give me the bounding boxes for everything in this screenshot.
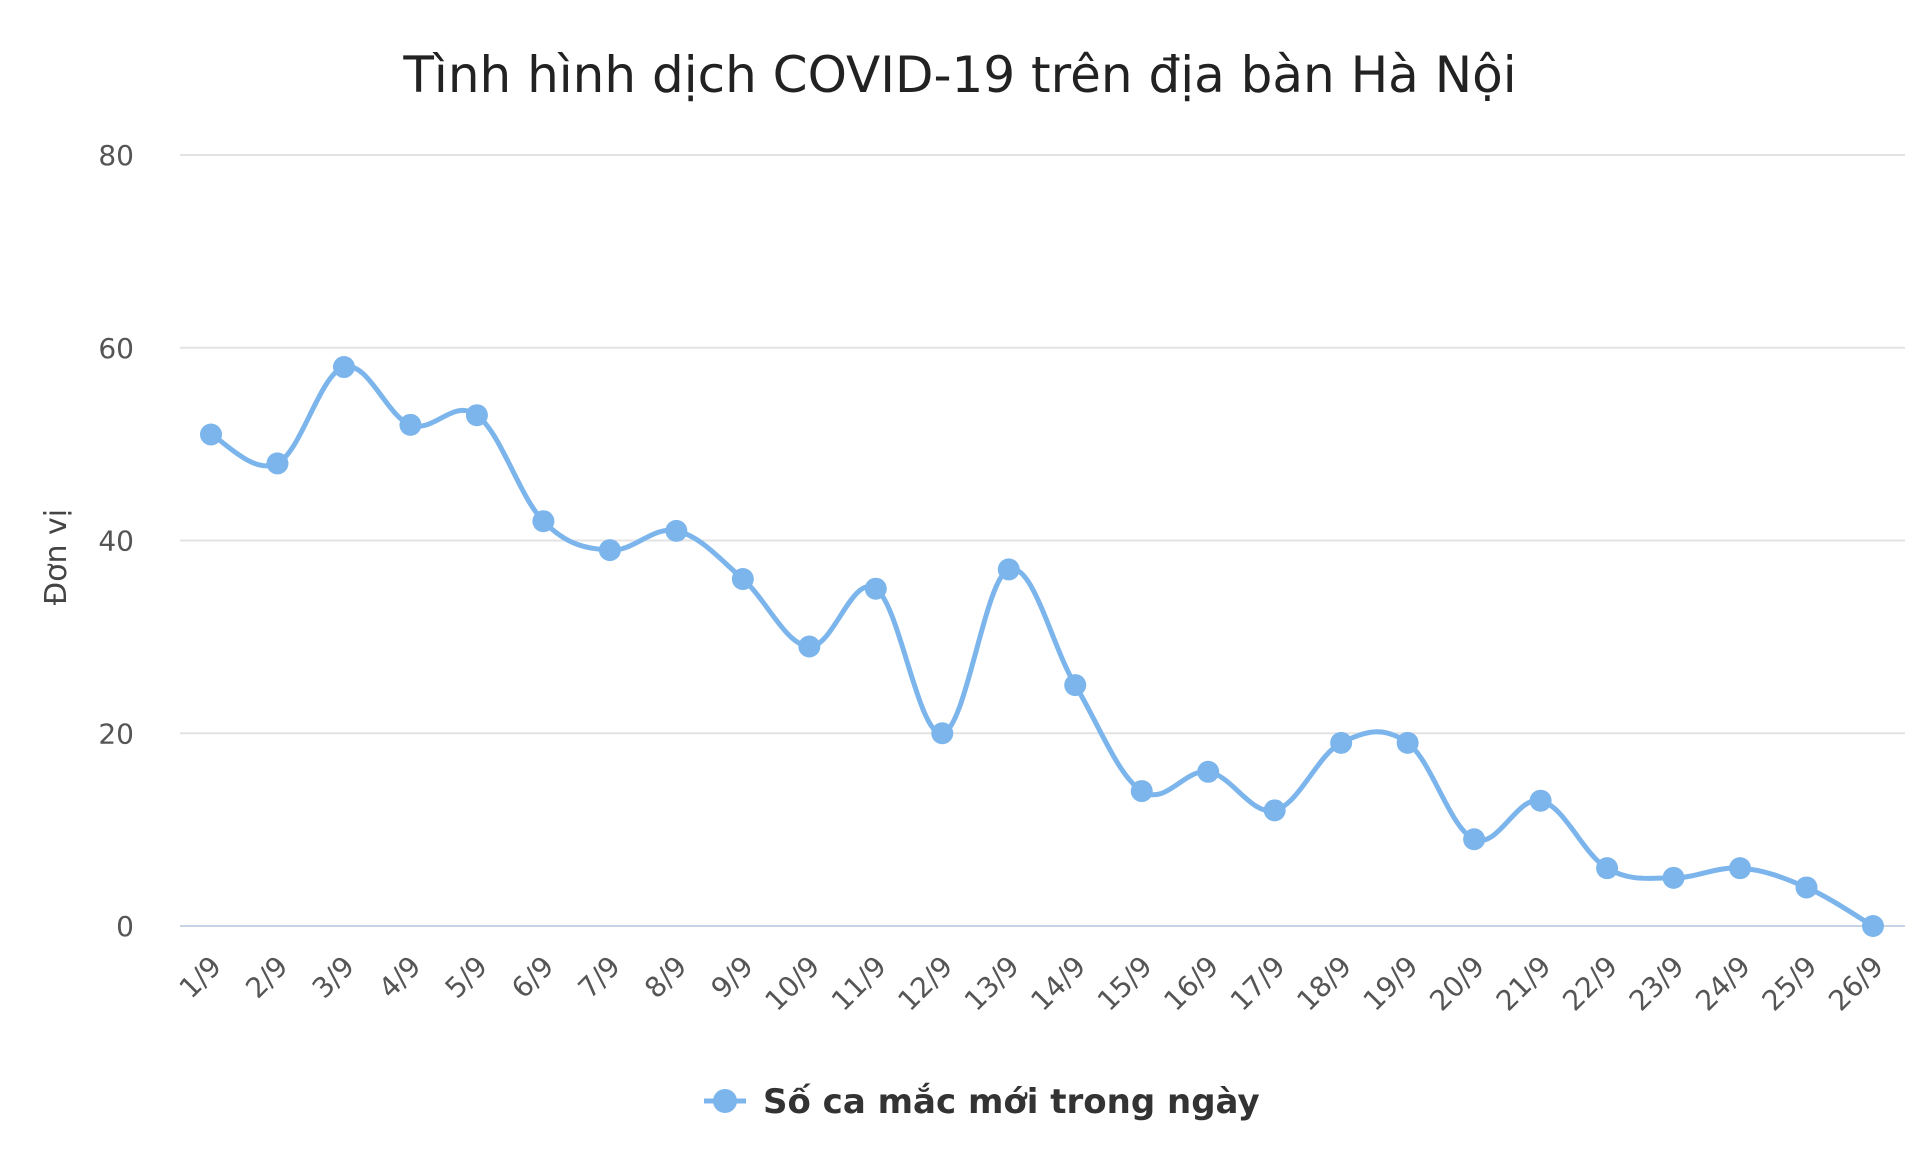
data-point-25-9[interactable] <box>1795 876 1818 899</box>
data-point-14-9[interactable] <box>1064 674 1087 697</box>
x-tick-label: 4/9 <box>372 950 427 1005</box>
x-tick-label: 6/9 <box>505 950 560 1005</box>
gridlines <box>180 154 1905 927</box>
y-tick-label: 80 <box>98 139 134 172</box>
data-point-10-9[interactable] <box>798 635 821 658</box>
legend-label: Số ca mắc mới trong ngày <box>763 1082 1260 1122</box>
data-point-13-9[interactable] <box>997 558 1020 581</box>
data-point-19-9[interactable] <box>1396 731 1419 754</box>
x-tick-label: 2/9 <box>239 950 294 1005</box>
x-tick-label: 19/9 <box>1357 950 1425 1018</box>
y-tick-label: 0 <box>116 910 134 943</box>
data-point-11-9[interactable] <box>864 577 887 600</box>
data-point-21-9[interactable] <box>1529 789 1552 812</box>
legend-marker-symbol <box>713 1089 737 1113</box>
data-point-22-9[interactable] <box>1596 857 1619 880</box>
x-tick-label: 17/9 <box>1224 950 1292 1018</box>
legend[interactable]: Số ca mắc mới trong ngày <box>704 1082 1260 1122</box>
x-tick-label: 24/9 <box>1689 950 1757 1018</box>
data-point-16-9[interactable] <box>1197 760 1220 783</box>
chart-title: Tình hình dịch COVID-19 trên địa bàn Hà … <box>402 46 1516 104</box>
data-point-18-9[interactable] <box>1330 731 1353 754</box>
data-point-3-9[interactable] <box>332 356 355 379</box>
x-axis: 1/9 2/9 3/9 4/9 5/9 6/9 7/9 8/9 9/910/911/912/91… <box>173 950 1890 1018</box>
x-tick-label: 3/9 <box>306 950 361 1005</box>
x-tick-label: 26/9 <box>1822 950 1890 1018</box>
y-axis: 0 20 40 60 80 <box>98 139 134 943</box>
x-tick-label: 22/9 <box>1556 950 1624 1018</box>
data-point-23-9[interactable] <box>1662 866 1685 889</box>
y-tick-label: 40 <box>98 525 134 558</box>
x-tick-label: 16/9 <box>1157 950 1225 1018</box>
x-tick-label: 9/9 <box>705 950 760 1005</box>
data-point-9-9[interactable] <box>731 568 754 591</box>
x-tick-label: 14/9 <box>1024 950 1092 1018</box>
x-tick-label: 20/9 <box>1423 950 1491 1018</box>
x-tick-label: 25/9 <box>1756 950 1824 1018</box>
data-point-6-9[interactable] <box>532 510 555 533</box>
data-point-8-9[interactable] <box>665 519 688 542</box>
data-point-4-9[interactable] <box>399 413 422 436</box>
data-point-5-9[interactable] <box>465 404 488 427</box>
x-tick-label: 7/9 <box>572 950 627 1005</box>
x-tick-label: 23/9 <box>1623 950 1691 1018</box>
x-tick-label: 5/9 <box>439 950 494 1005</box>
series-group <box>200 356 1884 937</box>
y-axis-label: Đơn vị <box>39 509 74 605</box>
x-tick-label: 21/9 <box>1490 950 1558 1018</box>
x-tick-label: 1/9 <box>173 950 228 1005</box>
data-point-17-9[interactable] <box>1263 799 1286 822</box>
data-point-26-9[interactable] <box>1862 915 1884 937</box>
data-point-12-9[interactable] <box>931 722 954 745</box>
y-tick-label: 60 <box>98 332 134 365</box>
data-point-1-9[interactable] <box>200 423 222 446</box>
data-point-2-9[interactable] <box>266 452 289 475</box>
y-tick-label: 20 <box>98 717 134 750</box>
x-tick-label: 13/9 <box>958 950 1026 1018</box>
x-tick-label: 12/9 <box>891 950 959 1018</box>
data-point-20-9[interactable] <box>1463 828 1486 851</box>
series-line <box>208 364 1876 929</box>
x-tick-label: 10/9 <box>758 950 826 1018</box>
x-tick-label: 18/9 <box>1290 950 1358 1018</box>
x-tick-label: 8/9 <box>638 950 693 1005</box>
x-tick-label: 15/9 <box>1091 950 1159 1018</box>
x-tick-label: 11/9 <box>825 950 893 1018</box>
data-point-24-9[interactable] <box>1729 857 1752 880</box>
data-point-15-9[interactable] <box>1130 780 1153 803</box>
data-point-7-9[interactable] <box>598 539 621 562</box>
